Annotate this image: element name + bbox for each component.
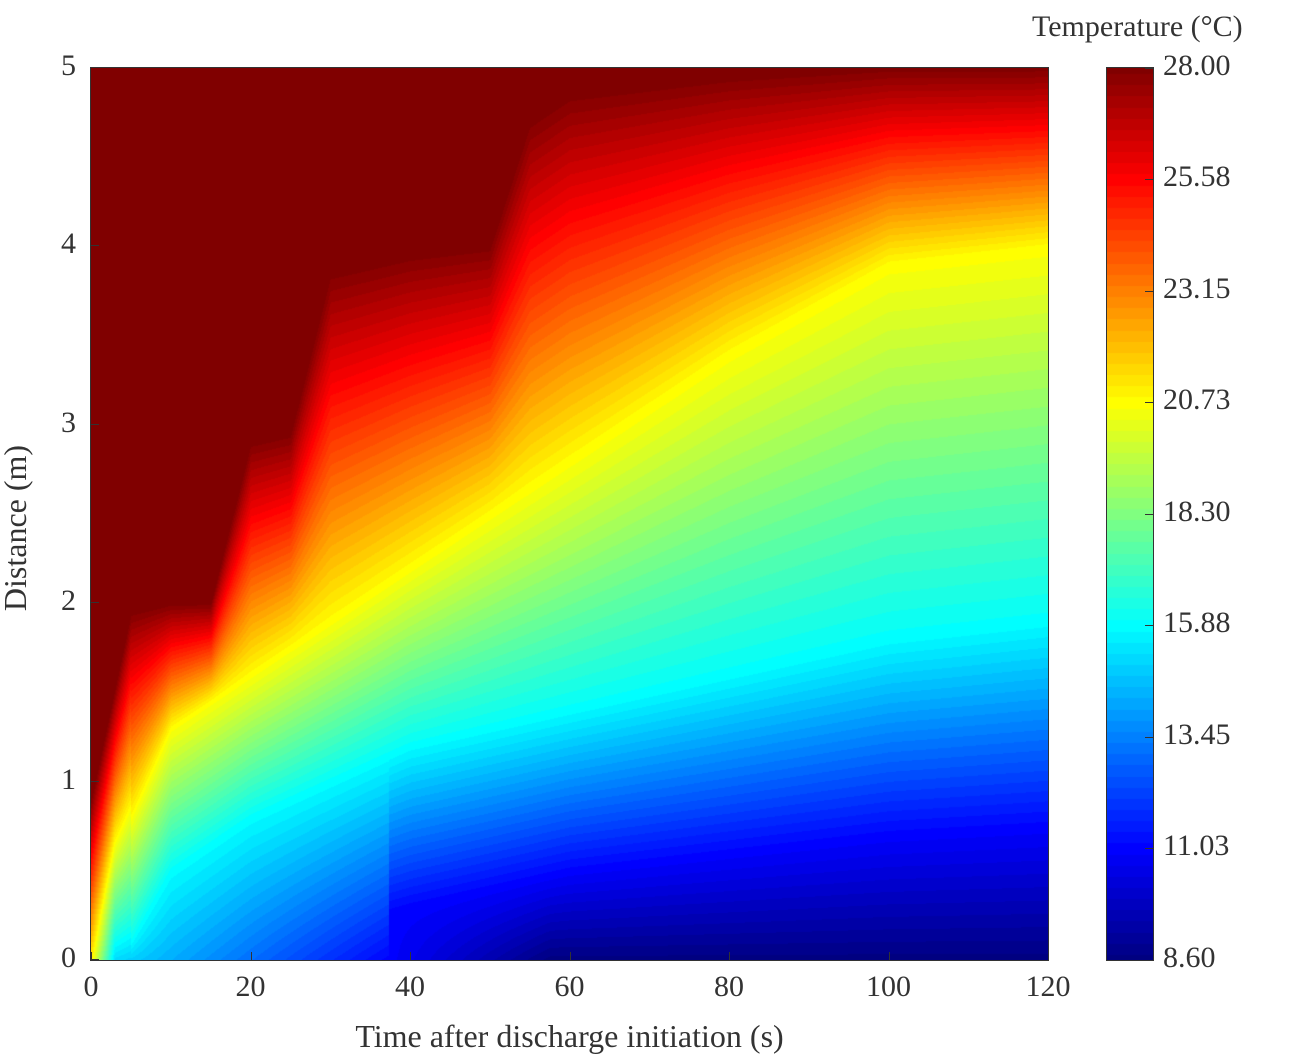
colorbar-tick-mark xyxy=(1145,848,1153,850)
y-axis-label: Distance (m) xyxy=(0,444,33,612)
x-tick-label: 80 xyxy=(714,970,744,1003)
x-tick-mark xyxy=(569,952,571,960)
contour-plot-area xyxy=(91,68,1048,960)
colorbar-tick-label: 28.00 xyxy=(1163,49,1231,82)
colorbar-tick-label: 15.88 xyxy=(1163,606,1231,640)
colorbar-tick-label: 13.45 xyxy=(1163,718,1231,751)
colorbar-tick-mark xyxy=(1145,625,1153,627)
x-tick-mark xyxy=(729,952,730,960)
y-tick-mark xyxy=(91,959,99,960)
y-tick-label: 5 xyxy=(61,49,76,82)
x-tick-mark xyxy=(410,952,411,960)
x-tick-mark xyxy=(888,952,890,960)
y-tick-mark xyxy=(91,67,99,68)
x-tick-label: 60 xyxy=(554,970,585,1003)
y-tick-mark xyxy=(91,423,99,425)
y-tick-label: 0 xyxy=(61,941,76,974)
colorbar-tick-mark xyxy=(1145,179,1153,181)
colorbar-tick-label: 18.30 xyxy=(1163,495,1231,528)
x-tick-mark xyxy=(91,952,92,960)
colorbar-tick-mark xyxy=(1145,291,1153,292)
colorbar-tick-label: 8.60 xyxy=(1163,941,1216,974)
y-tick-mark xyxy=(91,602,99,604)
colorbar-tick-mark xyxy=(1145,514,1153,515)
colorbar-tick-label: 11.03 xyxy=(1163,829,1230,863)
y-tick-mark xyxy=(91,780,99,782)
colorbar-tick-mark xyxy=(1145,960,1153,961)
x-tick-label: 20 xyxy=(235,970,266,1003)
x-axis-label: Time after discharge initiation (s) xyxy=(355,1018,784,1054)
colorbar-tick-mark xyxy=(1145,68,1153,69)
x-tick-mark xyxy=(250,952,252,960)
colorbar-tick-mark xyxy=(1145,737,1153,738)
y-tick-mark xyxy=(91,245,99,247)
colorbar-tick-label: 23.15 xyxy=(1163,272,1231,305)
colorbar-tick-label: 25.58 xyxy=(1163,160,1231,194)
colorbar-title: Temperature (°C) xyxy=(1032,10,1243,43)
y-tick-label: 4 xyxy=(61,227,76,261)
x-tick-mark xyxy=(1048,952,1049,960)
colorbar-tick-label: 20.73 xyxy=(1163,383,1231,417)
y-tick-label: 3 xyxy=(61,405,76,439)
x-tick-label: 0 xyxy=(83,970,99,1003)
y-tick-label: 1 xyxy=(61,762,76,796)
x-tick-label: 40 xyxy=(395,970,425,1003)
colorbar-tick-mark xyxy=(1145,402,1153,404)
y-tick-label: 2 xyxy=(61,584,76,618)
x-tick-label: 100 xyxy=(866,970,911,1003)
x-tick-label: 120 xyxy=(1025,970,1071,1003)
